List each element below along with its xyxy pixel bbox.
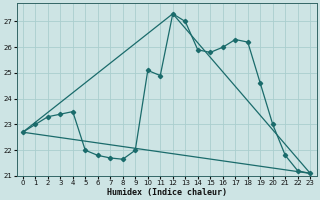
- X-axis label: Humidex (Indice chaleur): Humidex (Indice chaleur): [107, 188, 227, 197]
